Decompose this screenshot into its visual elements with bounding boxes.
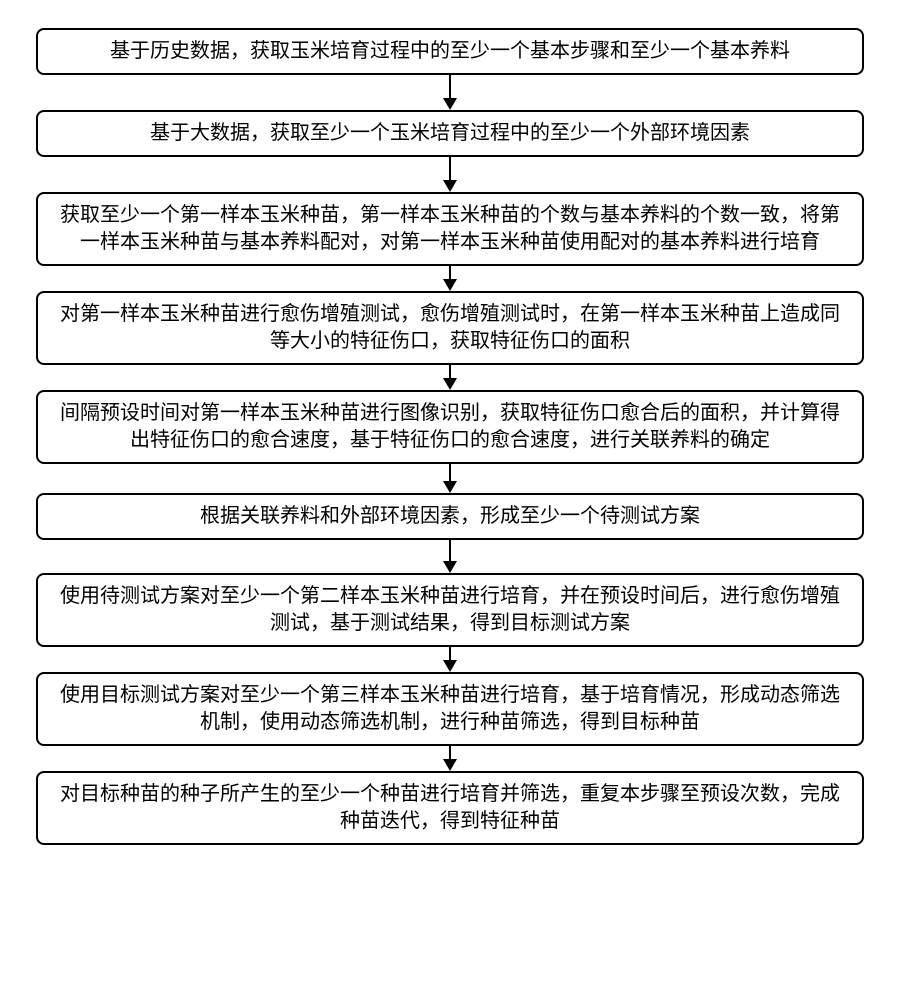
flow-node-n2: 基于大数据，获取至少一个玉米培育过程中的至少一个外部环境因素	[36, 110, 864, 157]
arrow-line	[449, 157, 451, 181]
arrow-line	[449, 464, 451, 482]
arrow-line	[449, 647, 451, 661]
arrow-head-icon	[443, 561, 457, 573]
flow-node-text: 使用目标测试方案对至少一个第三样本玉米种苗进行培育，基于培育情况，形成动态筛选机…	[56, 682, 844, 736]
flow-arrow	[443, 157, 457, 192]
flow-node-text: 根据关联养料和外部环境因素，形成至少一个待测试方案	[200, 503, 700, 530]
arrow-line	[449, 266, 451, 280]
flow-node-text: 基于历史数据，获取玉米培育过程中的至少一个基本步骤和至少一个基本养料	[110, 38, 790, 65]
flow-node-n5: 间隔预设时间对第一样本玉米种苗进行图像识别，获取特征伤口愈合后的面积，并计算得出…	[36, 390, 864, 464]
arrow-head-icon	[443, 759, 457, 771]
flow-arrow	[443, 746, 457, 771]
flow-node-text: 间隔预设时间对第一样本玉米种苗进行图像识别，获取特征伤口愈合后的面积，并计算得出…	[56, 400, 844, 454]
arrow-head-icon	[443, 279, 457, 291]
flow-arrow	[443, 75, 457, 110]
flow-arrow	[443, 647, 457, 672]
flow-node-n6: 根据关联养料和外部环境因素，形成至少一个待测试方案	[36, 493, 864, 540]
flow-node-text: 使用待测试方案对至少一个第二样本玉米种苗进行培育，并在预设时间后，进行愈伤增殖测…	[56, 583, 844, 637]
flow-node-text: 对第一样本玉米种苗进行愈伤增殖测试，愈伤增殖测试时，在第一样本玉米种苗上造成同等…	[56, 301, 844, 355]
flow-arrow	[443, 464, 457, 493]
flow-node-n7: 使用待测试方案对至少一个第二样本玉米种苗进行培育，并在预设时间后，进行愈伤增殖测…	[36, 573, 864, 647]
arrow-head-icon	[443, 660, 457, 672]
flow-node-text: 获取至少一个第一样本玉米种苗，第一样本玉米种苗的个数与基本养料的个数一致，将第一…	[56, 202, 844, 256]
arrow-line	[449, 75, 451, 99]
flow-arrow	[443, 365, 457, 390]
arrow-head-icon	[443, 481, 457, 493]
flowchart-container: 基于历史数据，获取玉米培育过程中的至少一个基本步骤和至少一个基本养料基于大数据，…	[30, 28, 870, 845]
flow-arrow	[443, 266, 457, 291]
flow-node-text: 基于大数据，获取至少一个玉米培育过程中的至少一个外部环境因素	[150, 120, 750, 147]
arrow-line	[449, 365, 451, 379]
arrow-head-icon	[443, 378, 457, 390]
flow-node-n1: 基于历史数据，获取玉米培育过程中的至少一个基本步骤和至少一个基本养料	[36, 28, 864, 75]
flow-node-n9: 对目标种苗的种子所产生的至少一个种苗进行培育并筛选，重复本步骤至预设次数，完成种…	[36, 771, 864, 845]
flow-node-n8: 使用目标测试方案对至少一个第三样本玉米种苗进行培育，基于培育情况，形成动态筛选机…	[36, 672, 864, 746]
arrow-head-icon	[443, 180, 457, 192]
arrow-line	[449, 746, 451, 760]
flow-node-text: 对目标种苗的种子所产生的至少一个种苗进行培育并筛选，重复本步骤至预设次数，完成种…	[56, 781, 844, 835]
arrow-head-icon	[443, 98, 457, 110]
arrow-line	[449, 540, 451, 562]
flow-node-n3: 获取至少一个第一样本玉米种苗，第一样本玉米种苗的个数与基本养料的个数一致，将第一…	[36, 192, 864, 266]
flow-node-n4: 对第一样本玉米种苗进行愈伤增殖测试，愈伤增殖测试时，在第一样本玉米种苗上造成同等…	[36, 291, 864, 365]
flow-arrow	[443, 540, 457, 573]
